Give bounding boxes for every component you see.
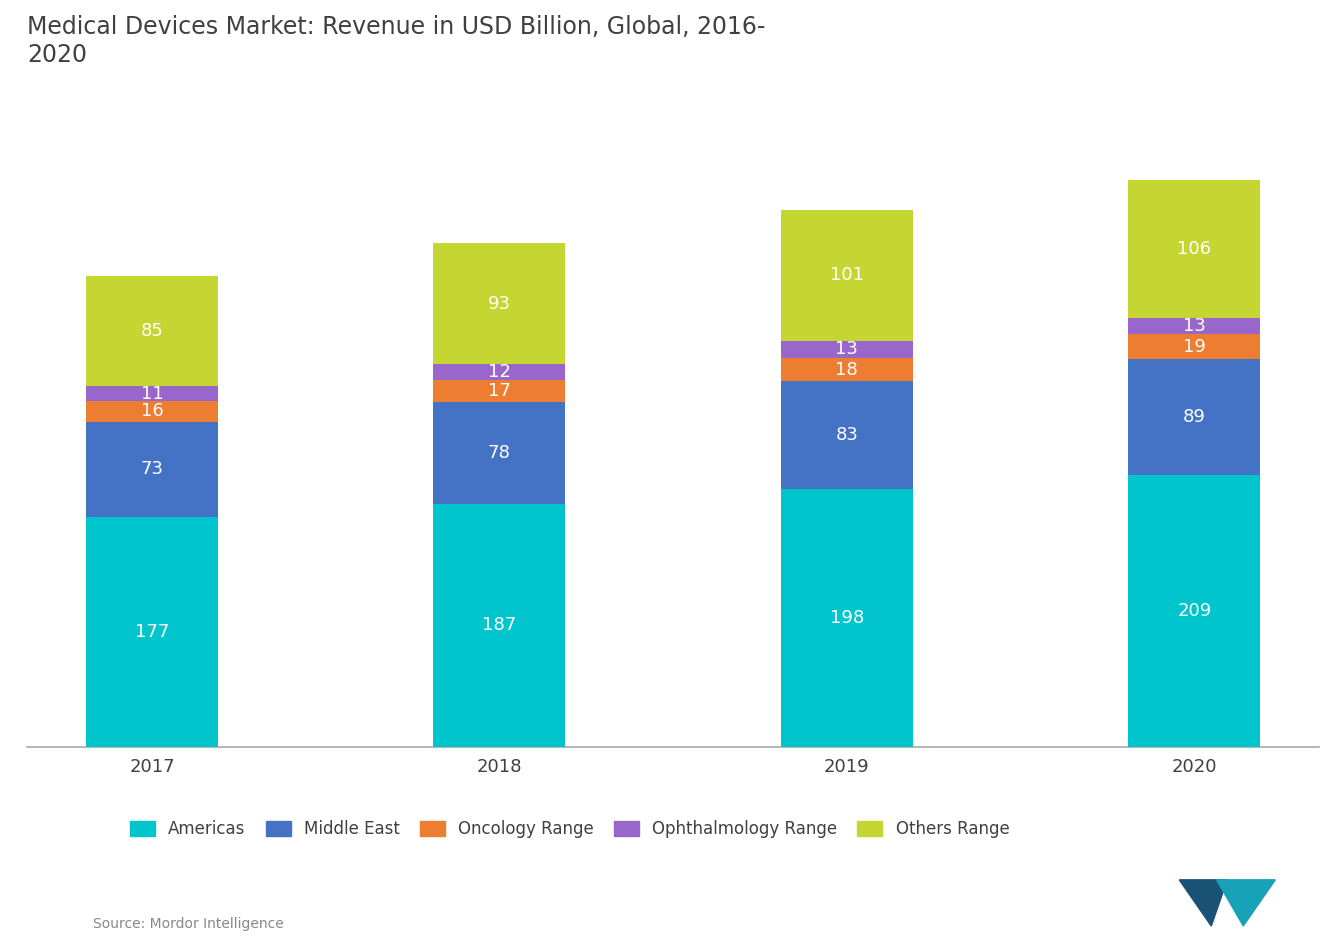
Bar — [85, 386, 217, 400]
Bar — [780, 382, 912, 489]
Text: Source: Mordor Intelligence: Source: Mordor Intelligence — [93, 917, 284, 931]
Text: 106: 106 — [1178, 239, 1211, 258]
Text: 73: 73 — [140, 460, 164, 479]
Bar — [780, 210, 912, 341]
Bar — [434, 402, 566, 504]
Text: 209: 209 — [1177, 602, 1211, 620]
Bar — [1129, 334, 1261, 359]
Text: 83: 83 — [835, 427, 858, 445]
Bar — [85, 516, 217, 747]
Bar — [1129, 475, 1261, 747]
Text: 93: 93 — [488, 295, 511, 313]
Text: 11: 11 — [140, 384, 163, 402]
Legend: Americas, Middle East, Oncology Range, Ophthalmology Range, Others Range: Americas, Middle East, Oncology Range, O… — [123, 814, 1017, 845]
Polygon shape — [1179, 880, 1227, 926]
Bar — [85, 400, 217, 422]
Text: 198: 198 — [830, 609, 864, 627]
Text: 78: 78 — [488, 444, 511, 462]
Bar — [780, 358, 912, 382]
Bar — [434, 243, 566, 365]
Bar — [780, 341, 912, 358]
Text: 187: 187 — [483, 616, 516, 634]
Bar — [780, 489, 912, 747]
Bar — [85, 276, 217, 386]
Bar — [434, 365, 566, 380]
Text: 13: 13 — [1183, 317, 1206, 335]
Text: 85: 85 — [140, 322, 163, 340]
Bar — [1129, 359, 1261, 475]
Bar — [1129, 180, 1261, 317]
Text: 18: 18 — [835, 361, 858, 379]
Bar — [434, 504, 566, 747]
Text: 17: 17 — [488, 382, 511, 400]
Bar — [85, 422, 217, 516]
Text: 177: 177 — [135, 623, 169, 641]
Text: Medical Devices Market: Revenue in USD Billion, Global, 2016-
2020: Medical Devices Market: Revenue in USD B… — [27, 15, 766, 67]
Text: 13: 13 — [835, 340, 858, 359]
Bar — [434, 380, 566, 402]
Text: 19: 19 — [1183, 338, 1206, 356]
Text: 89: 89 — [1183, 408, 1206, 426]
Polygon shape — [1217, 880, 1275, 926]
Text: 12: 12 — [488, 364, 511, 382]
Bar — [1129, 317, 1261, 334]
Text: 16: 16 — [140, 402, 163, 420]
Text: 101: 101 — [830, 267, 864, 284]
